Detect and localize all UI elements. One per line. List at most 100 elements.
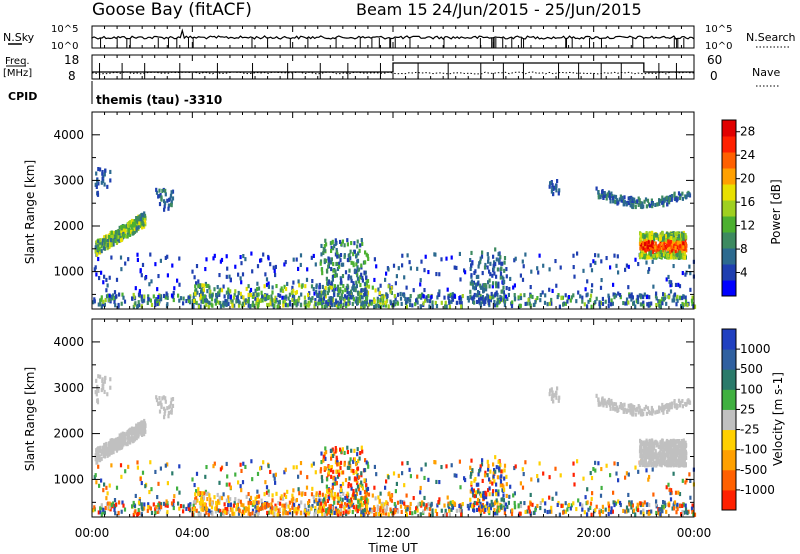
power-cell — [310, 298, 313, 303]
power-cell — [674, 252, 677, 257]
velocity-cell — [438, 480, 441, 485]
power-cell — [627, 196, 630, 201]
velocity-cell — [247, 507, 250, 512]
power-cell — [155, 297, 158, 302]
power-cell — [247, 292, 250, 297]
velocity-cell — [229, 502, 232, 507]
velocity-cell — [654, 502, 658, 507]
power-cell — [331, 239, 334, 244]
power-cell — [458, 251, 461, 256]
power-cell — [297, 279, 300, 284]
velocity-cell — [674, 456, 677, 461]
velocity-cell — [676, 502, 679, 507]
velocity-cell — [645, 446, 648, 451]
velocity-cell — [110, 438, 113, 443]
power-cell — [330, 285, 333, 290]
power-cell — [251, 303, 254, 308]
power-cell — [164, 188, 167, 193]
velocity-cell — [663, 500, 666, 505]
power-cell — [191, 299, 194, 304]
velocity-cell — [103, 379, 106, 384]
power-cell — [264, 272, 267, 277]
power-cell — [479, 285, 482, 290]
velocity-cell — [359, 451, 362, 456]
power-cell — [684, 272, 687, 277]
power-cell — [677, 191, 681, 196]
power-cell — [305, 302, 308, 307]
velocity-cell — [362, 509, 365, 514]
velocity-cell — [477, 489, 480, 494]
velocity-cell — [680, 446, 683, 451]
velocity-cell — [389, 497, 392, 502]
power-cell — [637, 262, 640, 267]
power-cell — [166, 254, 169, 259]
power-cell — [509, 276, 512, 281]
velocity-cell — [481, 478, 484, 483]
power-cell — [645, 260, 648, 265]
velocity-cell — [121, 500, 124, 505]
power-cell — [126, 228, 129, 233]
power-cell — [592, 259, 595, 264]
velocity-cell — [645, 438, 648, 443]
power-cell — [546, 302, 549, 307]
velocity-cell — [689, 478, 692, 483]
velocity-cell — [332, 476, 335, 481]
power-cell — [133, 222, 136, 227]
velocity-cell — [646, 452, 650, 457]
power-cell — [521, 259, 524, 264]
power-cell — [271, 298, 274, 303]
power-cell — [683, 302, 686, 307]
velocity-cell — [334, 446, 337, 451]
velocity-cell — [401, 461, 404, 466]
power-cell — [562, 302, 565, 307]
velocity-cell — [243, 510, 246, 515]
power-cell — [642, 303, 645, 308]
power-cell — [339, 303, 342, 308]
velocity-cell — [125, 442, 128, 447]
velocity-cell — [106, 491, 109, 496]
power-cell — [633, 197, 636, 202]
velocity-cell — [313, 512, 316, 517]
velocity-cell — [524, 509, 527, 514]
power-cell — [202, 299, 205, 304]
velocity-cell — [323, 451, 326, 456]
power-cell — [428, 299, 432, 304]
velocity-cell — [257, 494, 261, 499]
power-cell — [295, 303, 298, 308]
velocity-cell — [478, 498, 481, 503]
power-cell — [352, 281, 355, 286]
power-cell — [649, 250, 653, 255]
power-cell — [114, 303, 117, 308]
velocity-cell — [460, 512, 463, 517]
velocity-cell — [100, 452, 103, 457]
velocity-cell — [327, 472, 330, 477]
power-cell — [157, 274, 160, 279]
power-cell — [625, 301, 628, 306]
velocity-cell — [670, 460, 673, 465]
power-cell — [191, 269, 194, 274]
power-cell — [259, 298, 262, 303]
velocity-cell — [365, 491, 368, 496]
velocity-cell — [661, 452, 665, 457]
velocity-cell — [260, 498, 263, 503]
power-cell — [337, 304, 340, 309]
power-cell — [424, 298, 427, 303]
power-cell — [672, 247, 676, 252]
velocity-cell — [364, 478, 367, 483]
velocity-cell — [331, 505, 334, 510]
velocity-cell — [343, 502, 347, 507]
power-cell — [345, 301, 348, 306]
power-cell — [683, 236, 686, 241]
velocity-cell — [208, 493, 211, 498]
velocity-cell — [348, 476, 351, 481]
power-cell — [529, 294, 532, 299]
velocity-cell — [425, 503, 428, 508]
power-cell — [654, 202, 657, 207]
power-cell — [647, 303, 650, 308]
power-cell — [663, 243, 666, 248]
velocity-cell — [254, 496, 257, 501]
power-cell — [307, 292, 310, 297]
power-cell — [299, 262, 302, 267]
velocity-cell — [668, 450, 671, 455]
velocity-cell — [496, 511, 499, 516]
